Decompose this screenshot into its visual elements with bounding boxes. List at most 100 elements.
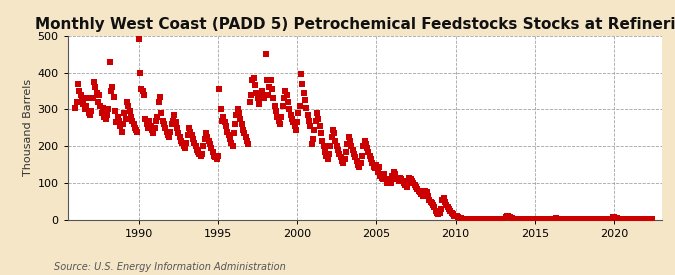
Point xyxy=(439,199,450,204)
Point xyxy=(269,104,280,108)
Point xyxy=(91,91,102,95)
Point xyxy=(84,113,95,117)
Point xyxy=(545,217,556,221)
Point xyxy=(225,141,236,145)
Point xyxy=(319,150,330,154)
Point xyxy=(318,144,329,148)
Point xyxy=(519,217,530,221)
Point xyxy=(373,170,383,174)
Point xyxy=(186,133,197,138)
Point xyxy=(644,217,655,221)
Point xyxy=(95,104,106,108)
Point xyxy=(284,107,295,112)
Point xyxy=(445,208,456,213)
Point xyxy=(369,164,379,169)
Point xyxy=(471,217,482,221)
Point xyxy=(457,216,468,221)
Point xyxy=(432,210,443,215)
Point xyxy=(551,216,562,220)
Point xyxy=(634,217,645,221)
Point xyxy=(194,152,205,156)
Point xyxy=(565,217,576,221)
Point xyxy=(180,146,190,150)
Point xyxy=(111,120,122,125)
Point xyxy=(185,129,196,134)
Point xyxy=(454,216,465,220)
Point xyxy=(524,217,535,221)
Point xyxy=(453,215,464,219)
Point xyxy=(272,115,283,119)
Point xyxy=(140,117,151,121)
Point xyxy=(170,120,181,125)
Point xyxy=(192,148,202,152)
Point xyxy=(619,217,630,221)
Point xyxy=(256,89,267,93)
Point xyxy=(448,212,458,217)
Point xyxy=(403,181,414,185)
Point xyxy=(472,217,483,221)
Point xyxy=(326,135,337,139)
Point xyxy=(609,215,620,219)
Point xyxy=(193,150,204,154)
Point xyxy=(148,131,159,136)
Point xyxy=(508,216,519,221)
Point xyxy=(246,92,256,97)
Point xyxy=(400,183,411,187)
Point xyxy=(169,113,180,117)
Point xyxy=(308,137,319,141)
Point xyxy=(160,126,171,130)
Point xyxy=(217,118,227,123)
Point xyxy=(289,124,300,128)
Point xyxy=(286,117,297,121)
Point xyxy=(570,217,581,221)
Point xyxy=(450,214,461,219)
Point xyxy=(92,100,103,104)
Point xyxy=(323,152,334,156)
Point xyxy=(163,133,173,138)
Point xyxy=(142,126,153,130)
Point xyxy=(334,152,345,156)
Point xyxy=(136,87,147,91)
Point xyxy=(467,217,478,221)
Point xyxy=(569,217,580,221)
Point xyxy=(350,155,360,160)
Point xyxy=(371,163,382,167)
Point xyxy=(344,139,355,143)
Point xyxy=(496,217,507,221)
Point xyxy=(413,188,424,193)
Point xyxy=(230,122,240,127)
Point xyxy=(627,217,638,221)
Point xyxy=(157,118,168,123)
Point xyxy=(610,216,621,220)
Point xyxy=(409,183,420,187)
Point xyxy=(483,217,494,221)
Point xyxy=(537,217,548,221)
Point xyxy=(105,59,115,64)
Point xyxy=(252,96,263,101)
Point xyxy=(264,85,275,90)
Point xyxy=(456,216,466,220)
Point xyxy=(462,217,473,221)
Point xyxy=(333,148,344,152)
Point xyxy=(535,217,545,221)
Point xyxy=(429,205,440,209)
Point xyxy=(594,217,605,221)
Point xyxy=(261,78,272,82)
Point xyxy=(151,118,161,123)
Point xyxy=(300,98,310,103)
Point xyxy=(113,118,124,123)
Point xyxy=(290,128,301,132)
Point xyxy=(351,159,362,163)
Point xyxy=(481,217,491,221)
Point xyxy=(522,217,533,221)
Point xyxy=(135,70,146,75)
Point xyxy=(418,192,429,196)
Point xyxy=(243,142,254,147)
Point xyxy=(561,217,572,221)
Point xyxy=(106,89,117,93)
Point xyxy=(443,207,454,211)
Point xyxy=(305,124,316,128)
Point xyxy=(502,213,512,218)
Point xyxy=(520,217,531,221)
Point xyxy=(330,139,341,143)
